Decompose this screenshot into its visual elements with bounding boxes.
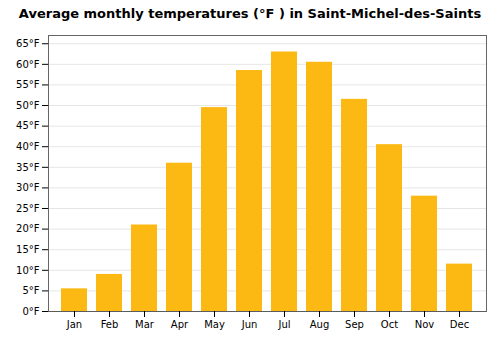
svg-text:10°F: 10°F <box>16 265 40 276</box>
svg-text:65°F: 65°F <box>16 38 40 49</box>
svg-text:Jun: Jun <box>241 319 258 330</box>
svg-text:55°F: 55°F <box>16 79 40 90</box>
svg-text:15°F: 15°F <box>16 244 40 255</box>
svg-text:50°F: 50°F <box>16 100 40 111</box>
svg-text:Aug: Aug <box>310 319 330 330</box>
svg-text:25°F: 25°F <box>16 203 40 214</box>
svg-text:40°F: 40°F <box>16 141 40 152</box>
html-text:Average monthly temperatures (: Average monthly temperatures (°F ) in Sa… <box>18 6 482 21</box>
svg-text:60°F: 60°F <box>16 59 40 70</box>
svg-text:Feb: Feb <box>101 319 119 330</box>
svg-text:Dec: Dec <box>450 319 469 330</box>
svg-text:30°F: 30°F <box>16 182 40 193</box>
svg-text:Oct: Oct <box>381 319 398 330</box>
svg-text:Mar: Mar <box>135 319 155 330</box>
svg-text:Apr: Apr <box>171 319 189 330</box>
svg-text:Jul: Jul <box>277 319 290 330</box>
svg-text:Sep: Sep <box>345 319 364 330</box>
svg-text:35°F: 35°F <box>16 162 40 173</box>
svg-text:Nov: Nov <box>415 319 435 330</box>
svg-text:20°F: 20°F <box>16 223 40 234</box>
svg-text:0°F: 0°F <box>22 306 39 317</box>
svg-text:Jan: Jan <box>66 319 82 330</box>
svg-text:45°F: 45°F <box>16 120 40 131</box>
svg-text:5°F: 5°F <box>22 285 39 296</box>
svg-text:May: May <box>204 319 225 330</box>
